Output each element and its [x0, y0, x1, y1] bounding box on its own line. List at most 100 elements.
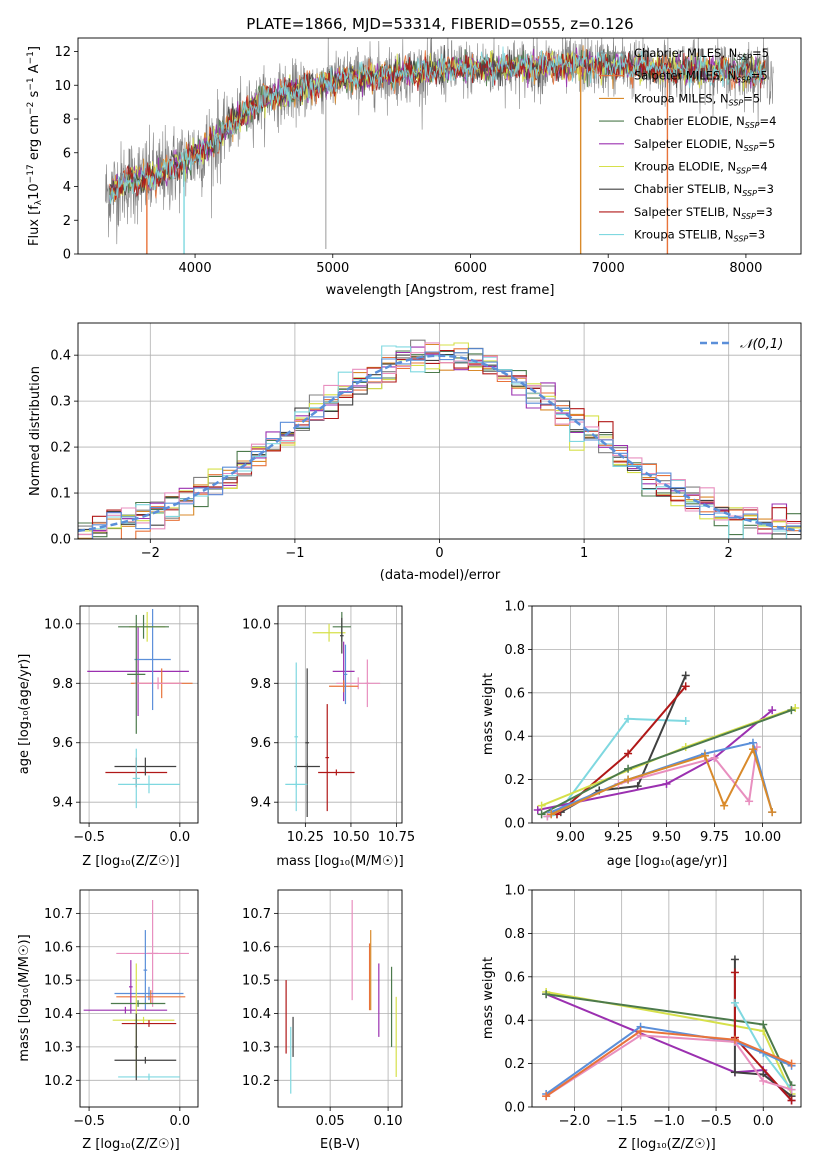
massweight-series-group: [542, 955, 796, 1105]
y-tick-label: 9.8: [250, 677, 271, 692]
mw-age-xlabel: age [log₁₀(age/yr)]: [607, 854, 728, 869]
x-tick-label: −1.5: [606, 1114, 638, 1129]
massweight-line: [537, 709, 773, 811]
x-tick-label: 2: [725, 546, 733, 561]
y-tick-label: 10.7: [44, 907, 73, 922]
y-tick-label: 10.0: [44, 617, 73, 632]
y-tick-label: 0.6: [504, 970, 525, 985]
massweight-vs-metallicity-panel: Z [log₁₀(Z/Z☉)] mass weight −2.0 −1.5 −1.0…: [481, 884, 802, 1152]
y-tick-label: 0.8: [504, 643, 525, 658]
legend-label: Kroupa ELODIE, NSSP=4: [634, 160, 768, 176]
spectrum-legend: Chabrier MILES, NSSP=5 Salpeter MILES, NS…: [599, 46, 776, 244]
x-tick-label: 1: [580, 546, 588, 561]
x-tick-label: 8000: [729, 261, 762, 276]
mass-ebv-xlabel: E(B-V): [320, 1137, 360, 1152]
legend-label: Salpeter STELIB, NSSP=3: [634, 205, 773, 221]
y-tick-label: 9.4: [250, 796, 271, 811]
y-tick-label: 1.0: [504, 600, 525, 615]
x-tick-label: 0.05: [316, 1114, 345, 1129]
y-tick-label: 1.0: [504, 884, 525, 899]
axes-frame: [77, 322, 802, 540]
legend-label: Salpeter ELODIE, NSSP=5: [634, 137, 775, 153]
massweight-line: [550, 746, 774, 816]
y-tick-label: 0.6: [504, 686, 525, 701]
age-z-ylabel: age [log₁₀(age/yr)]: [17, 654, 32, 775]
y-tick-label: 10.5: [242, 974, 271, 989]
spectrum-plot-area: 4000 5000 6000 7000 8000 0 2 4 6 8 10 12: [54, 37, 802, 276]
histogram-xlabel: (data-model)/error: [380, 568, 501, 583]
y-tick-label: 10.0: [242, 617, 271, 632]
axes-frame: [277, 889, 403, 1108]
x-tick-label: 9.25: [604, 830, 633, 845]
x-tick-label: 0.0: [170, 1114, 191, 1129]
y-tick-label: 0: [63, 248, 71, 263]
y-tick-label: 8: [63, 113, 71, 128]
y-tick-label: 10.2: [242, 1074, 271, 1089]
errorbar-group: [285, 611, 381, 818]
mass-vs-metallicity-panel: Z [log₁₀(Z/Z☉)] mass [log₁₀(M/M☉)] −0.5 0…: [17, 889, 199, 1152]
errorbar-group: [87, 608, 193, 809]
y-tick-label: 0.0: [50, 533, 71, 548]
y-tick-label: 12: [54, 45, 71, 60]
x-tick-label: 0: [435, 546, 443, 561]
age-mass-xlabel: mass [log₁₀(M/M☉)]: [276, 854, 403, 869]
y-tick-label: 10.4: [242, 1007, 271, 1022]
massweight-line: [545, 1029, 792, 1098]
x-tick-label: 9.50: [652, 830, 681, 845]
mw-z-ylabel: mass weight: [481, 957, 496, 1039]
y-tick-label: 2: [63, 214, 71, 229]
normal-curve-line: [78, 354, 801, 533]
y-tick-label: 0.4: [504, 1014, 525, 1029]
spectrum-series-group: [105, 38, 774, 254]
x-tick-label: 9.00: [556, 830, 585, 845]
histogram-series-group: [78, 339, 801, 539]
x-tick-label: −0.5: [73, 830, 105, 845]
y-tick-label: 0.2: [50, 441, 71, 456]
x-tick-label: 10.75: [378, 830, 415, 845]
x-tick-label: 4000: [179, 261, 212, 276]
errorbar-group: [285, 900, 397, 1094]
y-tick-label: 0.0: [504, 817, 525, 832]
spectrum-ylabel: Flux [fλ10−17 erg cm−2 s−1 A−1]: [26, 46, 44, 246]
x-tick-label: 7000: [592, 261, 625, 276]
spectrum-panel: PLATE=1866, MJD=53314, FIBERID=0555, z=0…: [26, 15, 802, 298]
normal-legend-label: 𝒩(0,1): [740, 337, 783, 352]
y-tick-label: 10.7: [242, 907, 271, 922]
y-tick-label: 0.4: [504, 730, 525, 745]
x-tick-label: −0.5: [73, 1114, 105, 1129]
errorbar-group: [83, 900, 189, 1081]
age-vs-metallicity-panel: Z [log₁₀(Z/Z☉)] age [log₁₀(age/yr)] −0.5…: [17, 605, 199, 869]
y-tick-label: 0.2: [504, 1057, 525, 1072]
spectrum-title: PLATE=1866, MJD=53314, FIBERID=0555, z=0…: [246, 15, 633, 33]
x-tick-label: −1: [285, 546, 304, 561]
residual-histogram-panel: (data-model)/error Normed distribution −…: [28, 322, 802, 583]
y-tick-label: 0.3: [50, 395, 71, 410]
x-tick-label: 9.75: [700, 830, 729, 845]
y-tick-label: 9.6: [52, 736, 73, 751]
y-tick-label: 0.0: [504, 1101, 525, 1116]
massweight-series-group: [533, 671, 800, 821]
legend-label: Chabrier ELODIE, NSSP=4: [634, 114, 776, 130]
x-tick-label: 0.10: [374, 1114, 403, 1129]
legend-label: Chabrier STELIB, NSSP=3: [634, 182, 774, 198]
y-tick-label: 0.1: [50, 487, 71, 502]
y-tick-label: 9.6: [250, 736, 271, 751]
age-z-xlabel: Z [log₁₀(Z/Z☉)]: [82, 854, 179, 869]
mass-z-xlabel: Z [log₁₀(Z/Z☉)]: [82, 1137, 179, 1152]
axes-frame: [77, 37, 802, 255]
axes-frame: [531, 889, 802, 1108]
legend-label: Chabrier MILES, NSSP=5: [634, 46, 769, 62]
mass-vs-extinction-panel: E(B-V) 0.05 0.10 10.2 10.3 10.4 10.5 10.6 10.7: [242, 889, 403, 1152]
histogram-legend: 𝒩(0,1): [700, 337, 783, 352]
y-tick-label: 9.4: [52, 796, 73, 811]
y-tick-label: 10.2: [44, 1074, 73, 1089]
axes-frame: [277, 605, 403, 824]
y-tick-label: 10.3: [242, 1040, 271, 1055]
y-tick-label: 10.3: [44, 1040, 73, 1055]
y-tick-label: 0.8: [504, 927, 525, 942]
mass-z-ylabel: mass [log₁₀(M/M☉)]: [17, 934, 32, 1061]
x-tick-label: 10.25: [287, 830, 324, 845]
x-tick-label: 0.0: [753, 1114, 774, 1129]
axes-frame: [531, 605, 802, 824]
